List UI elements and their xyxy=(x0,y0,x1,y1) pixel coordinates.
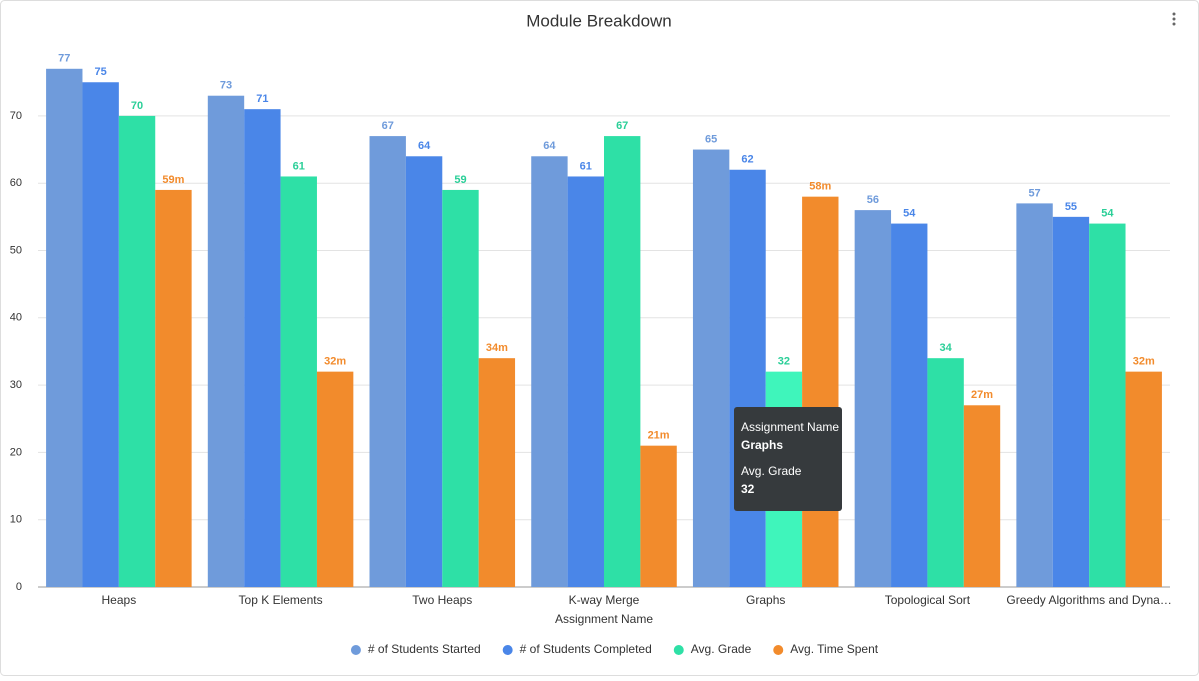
x-axis-label: Assignment Name xyxy=(555,612,653,626)
bar xyxy=(891,223,928,587)
bar xyxy=(1052,216,1090,587)
y-tick-label: 10 xyxy=(10,514,22,526)
data-label: 64 xyxy=(418,140,431,152)
x-tick-label: Graphs xyxy=(746,593,785,607)
y-tick-label: 30 xyxy=(10,379,22,391)
bar xyxy=(118,115,156,588)
x-tick-label: Top K Elements xyxy=(239,593,323,607)
legend-marker xyxy=(673,645,684,655)
bar xyxy=(604,136,641,587)
x-tick-label: Heaps xyxy=(102,593,137,607)
data-label: 75 xyxy=(95,66,107,78)
data-label: 54 xyxy=(1101,207,1114,219)
menu-button[interactable] xyxy=(1172,12,1176,26)
x-tick-label: Topological Sort xyxy=(885,593,971,607)
data-label: 64 xyxy=(543,140,556,152)
data-label: 67 xyxy=(382,120,394,132)
data-label: 58m xyxy=(809,181,831,193)
bar xyxy=(729,169,766,588)
legend-label: # of Students Started xyxy=(368,642,481,656)
data-label: 21m xyxy=(648,430,670,442)
data-label: 32m xyxy=(324,356,346,368)
legend-marker xyxy=(350,645,361,655)
bar xyxy=(478,358,516,587)
bar xyxy=(316,371,354,587)
bar xyxy=(442,189,479,587)
bar xyxy=(82,82,119,587)
bar xyxy=(369,136,406,587)
bar xyxy=(1089,223,1126,587)
x-tick-label: Two Heaps xyxy=(412,593,472,607)
data-label: 65 xyxy=(705,133,717,145)
bar xyxy=(854,210,892,587)
y-tick-label: 70 xyxy=(10,110,22,122)
tooltip-text: Avg. Grade xyxy=(741,464,802,478)
x-tick-label: Greedy Algorithms and Dyna… xyxy=(1006,593,1171,607)
y-tick-label: 50 xyxy=(10,244,22,256)
bar xyxy=(207,95,245,588)
data-label: 59m xyxy=(162,174,184,186)
tooltip-text: Graphs xyxy=(741,438,783,452)
bar xyxy=(567,176,604,587)
data-label: 34m xyxy=(486,342,508,354)
bar xyxy=(244,109,281,588)
bar xyxy=(155,189,192,587)
data-label: 59 xyxy=(454,174,466,186)
data-label: 34 xyxy=(939,342,952,354)
bar xyxy=(280,176,317,587)
legend-marker xyxy=(773,645,784,655)
data-label: 61 xyxy=(293,160,305,172)
legend-marker xyxy=(502,645,513,655)
tooltip-text: Assignment Name xyxy=(741,420,839,434)
data-label: 56 xyxy=(867,194,879,206)
chart-title: Module Breakdown xyxy=(526,11,672,30)
y-tick-label: 40 xyxy=(10,312,22,324)
y-tick-label: 60 xyxy=(10,177,22,189)
data-label: 71 xyxy=(256,93,268,105)
bar xyxy=(640,445,677,587)
data-label: 57 xyxy=(1028,187,1040,199)
bar xyxy=(405,156,443,587)
data-label: 67 xyxy=(616,120,628,132)
data-label: 61 xyxy=(580,160,592,172)
data-label: 70 xyxy=(131,100,143,112)
data-label: 54 xyxy=(903,207,916,219)
data-label: 27m xyxy=(971,389,993,401)
data-label: 73 xyxy=(220,80,232,92)
legend-label: # of Students Completed xyxy=(520,642,652,656)
data-label: 32 xyxy=(778,356,790,368)
bar xyxy=(1016,203,1053,587)
x-tick-label: K-way Merge xyxy=(569,593,640,607)
tooltip-box xyxy=(734,407,842,511)
bar xyxy=(927,358,964,587)
tooltip-text: 32 xyxy=(741,482,755,496)
tooltip: Assignment Name Graphs Avg. Grade 32 xyxy=(734,407,842,511)
data-label: 62 xyxy=(741,154,753,166)
bar xyxy=(963,405,1001,587)
legend-label: Avg. Grade xyxy=(691,642,752,656)
bar xyxy=(692,149,730,588)
data-label: 55 xyxy=(1065,201,1077,213)
legend: # of Students Started # of Students Compl… xyxy=(350,642,879,656)
data-label: 77 xyxy=(58,53,70,65)
bar xyxy=(1125,371,1162,587)
bar xyxy=(531,156,568,587)
y-tick-label: 20 xyxy=(10,446,22,458)
y-tick-label: 0 xyxy=(16,581,22,593)
bar xyxy=(802,196,839,587)
data-label: 32m xyxy=(1133,356,1155,368)
bar xyxy=(46,68,83,588)
legend-label: Avg. Time Spent xyxy=(790,642,878,656)
